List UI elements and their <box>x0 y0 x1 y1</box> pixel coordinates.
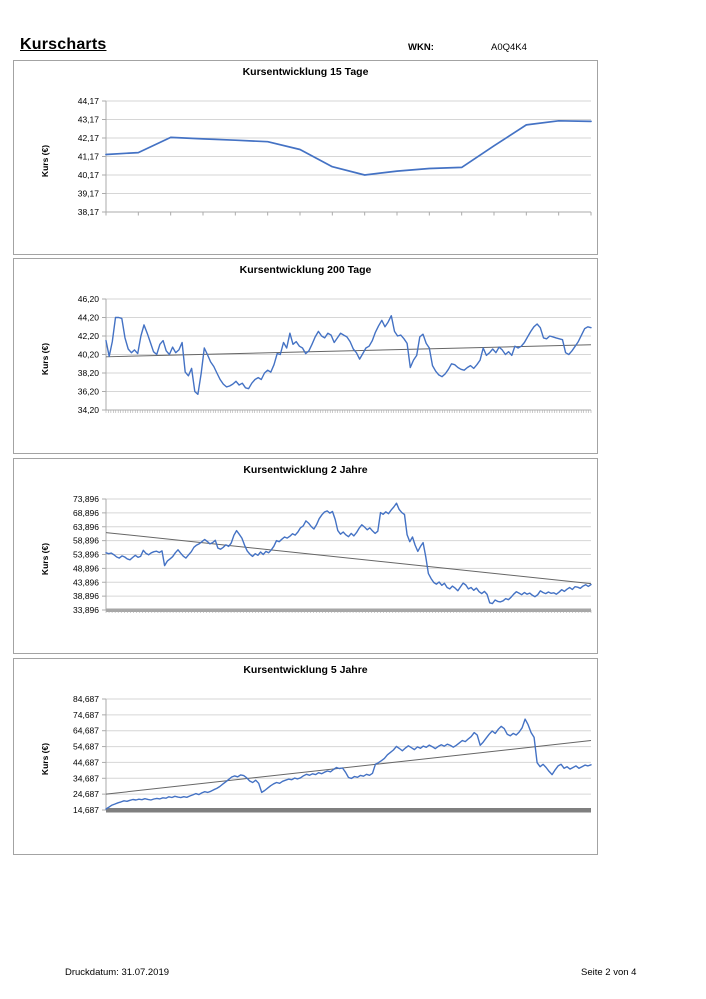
y-tick-label: 33,896 <box>73 605 99 615</box>
chart-title: Kursentwicklung 5 Jahre <box>243 664 368 676</box>
chart-box-15-tage: 44,17 43,17 42,17 41,17 40,17 39,17 38,17 Kurs… <box>13 60 598 255</box>
y-tick-label: 42,17 <box>78 133 100 143</box>
y-tick-label: 44,17 <box>78 96 100 106</box>
line-plot-200-tage: 46,20 44,20 42,20 40,20 38,20 36,20 34,20 <box>78 294 592 415</box>
y-axis-label: Kurs (€) <box>40 742 50 776</box>
y-tick-label: 54,687 <box>73 742 99 752</box>
y-tick-label: 73,896 <box>73 494 99 504</box>
chart-title: Kursentwicklung 200 Tage <box>239 264 372 276</box>
y-axis-label: Kurs (€) <box>40 542 50 576</box>
y-tick-label: 53,896 <box>73 550 99 560</box>
trend-line <box>105 344 592 358</box>
y-tick-label: 44,20 <box>78 313 100 323</box>
x-axis-band <box>106 808 591 813</box>
y-tick-label: 38,896 <box>73 591 99 601</box>
y-tick-label: 43,17 <box>78 115 100 125</box>
wkn-value: A0Q4K4 <box>491 42 527 53</box>
y-tick-label: 74,687 <box>73 710 99 720</box>
line-plot-5-jahre: 84,687 74,687 64,687 54,687 44,687 34,687 24,6… <box>73 694 592 815</box>
trend-line <box>105 532 592 585</box>
chart-title: Kursentwicklung 2 Jahre <box>243 464 368 476</box>
x-axis-band <box>106 608 591 612</box>
y-axis-label: Kurs (€) <box>40 342 50 376</box>
line-plot-2-jahre: 73,896 68,896 63,896 58,896 53,896 48,896 43,8… <box>73 494 592 615</box>
y-tick-label: 41,17 <box>78 152 100 162</box>
price-series-line <box>105 718 592 810</box>
y-axis-label: Kurs (€) <box>40 144 50 178</box>
trend-line <box>105 740 592 795</box>
line-plot-15-tage: 44,17 43,17 42,17 41,17 40,17 39,17 38,17 <box>78 96 592 217</box>
chart-box-200-tage: 46,20 44,20 42,20 40,20 38,20 36,20 34,20 Kurs… <box>13 258 598 454</box>
y-tick-label: 48,896 <box>73 563 99 573</box>
y-tick-label: 34,20 <box>78 405 100 415</box>
y-tick-label: 84,687 <box>73 694 99 704</box>
chart-box-2-jahre: 73,896 68,896 63,896 58,896 53,896 48,896 43,8… <box>13 458 598 654</box>
y-tick-label: 58,896 <box>73 536 99 546</box>
y-tick-label: 40,17 <box>78 170 100 180</box>
y-tick-label: 63,896 <box>73 522 99 532</box>
y-tick-label: 38,20 <box>78 368 100 378</box>
y-tick-label: 14,687 <box>73 805 99 815</box>
price-series-line <box>105 502 592 605</box>
chart-box-5-jahre: 84,687 74,687 64,687 54,687 44,687 34,687 24,6… <box>13 658 598 855</box>
price-series-line <box>105 119 592 176</box>
y-tick-label: 40,20 <box>78 350 100 360</box>
y-tick-label: 68,896 <box>73 508 99 518</box>
y-tick-label: 46,20 <box>78 294 100 304</box>
price-series-line <box>105 315 592 396</box>
page-title: Kurscharts <box>20 36 107 53</box>
print-date: Druckdatum: 31.07.2019 <box>65 967 170 978</box>
y-tick-label: 36,20 <box>78 387 100 397</box>
y-tick-label: 64,687 <box>73 726 99 736</box>
y-tick-label: 39,17 <box>78 189 100 199</box>
y-tick-label: 24,687 <box>73 789 99 799</box>
y-tick-label: 44,687 <box>73 757 99 767</box>
y-tick-label: 43,896 <box>73 577 99 587</box>
page-number: Seite 2 von 4 <box>581 967 637 978</box>
y-tick-label: 34,687 <box>73 773 99 783</box>
wkn-label: WKN: <box>408 42 434 53</box>
y-tick-label: 38,17 <box>78 207 100 217</box>
chart-title: Kursentwicklung 15 Tage <box>242 66 369 78</box>
y-tick-label: 42,20 <box>78 331 100 341</box>
